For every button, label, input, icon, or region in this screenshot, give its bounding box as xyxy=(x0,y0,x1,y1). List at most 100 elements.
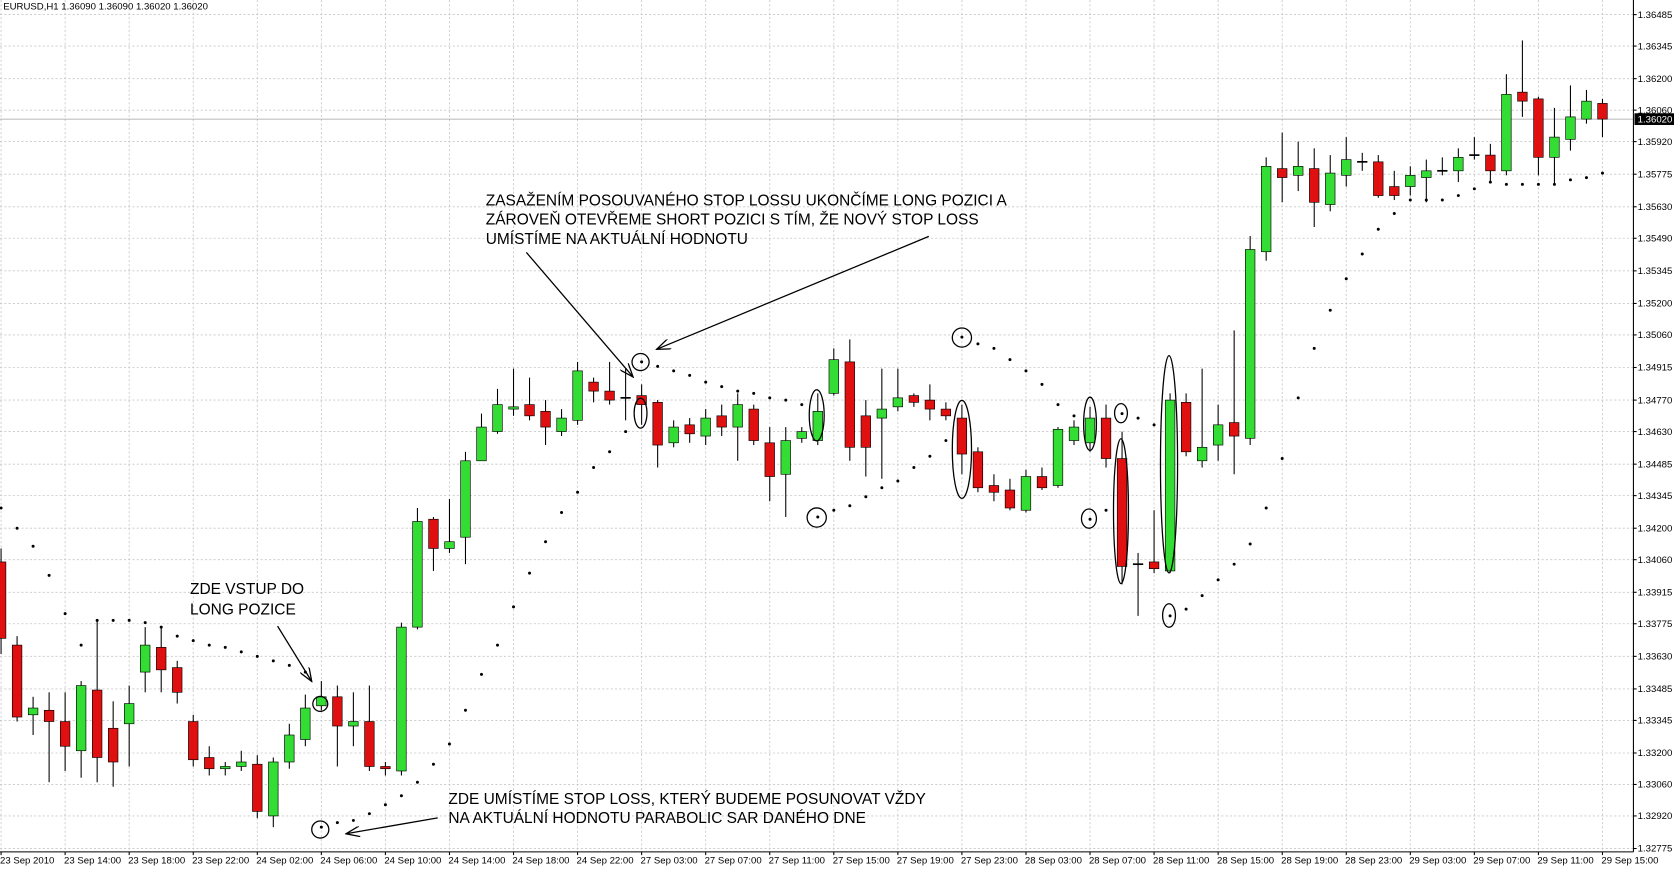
candle-body xyxy=(556,417,567,432)
candle-body xyxy=(764,442,775,477)
candle-body xyxy=(92,689,103,758)
candle-body xyxy=(1148,561,1160,570)
candle-body xyxy=(924,399,936,410)
sar-dot xyxy=(63,612,67,616)
sar-dot xyxy=(479,672,483,676)
candle-body xyxy=(1052,429,1064,486)
x-tick-label: 24 Sep 22:00 xyxy=(577,856,634,867)
sar-dot xyxy=(1200,594,1204,598)
candle-body xyxy=(956,417,968,455)
candle-body xyxy=(1485,154,1496,172)
y-tick-label: 1.34485 xyxy=(1638,459,1673,470)
highlight-circle xyxy=(806,507,827,528)
sar-dot xyxy=(143,621,147,625)
highlight-ellipse xyxy=(1082,396,1098,452)
sar-dot xyxy=(159,625,163,629)
sar-dot xyxy=(1104,508,1108,512)
x-tick-label: 27 Sep 03:00 xyxy=(641,856,698,867)
x-tick-label: 27 Sep 15:00 xyxy=(833,856,890,867)
annotation-text: ZDE UMÍSTÍME STOP LOSS, KTERÝ BUDEME POS… xyxy=(448,791,925,808)
candle-body xyxy=(684,424,695,435)
annotation-text: NA AKTUÁLNÍ HODNOTU PARABOLIC SAR DANÉHO… xyxy=(448,810,866,827)
x-tick-label: 24 Sep 06:00 xyxy=(320,856,377,867)
current-price-label: 1.36020 xyxy=(1638,114,1673,125)
y-tick-label: 1.35920 xyxy=(1638,137,1673,148)
candle-body xyxy=(1020,476,1032,511)
sar-dot xyxy=(1488,180,1492,184)
candle-body xyxy=(332,696,343,727)
sar-dot xyxy=(832,508,836,512)
sar-dot xyxy=(784,398,788,402)
highlight-circle xyxy=(951,327,973,348)
candle-body xyxy=(876,408,887,419)
candle-body xyxy=(1196,446,1208,462)
sar-dot xyxy=(1472,187,1476,191)
sar-dot xyxy=(415,780,419,784)
sar-dot xyxy=(367,812,371,816)
x-tick-label: 27 Sep 23:00 xyxy=(961,856,1018,867)
candle-body xyxy=(380,766,391,770)
sar-dot xyxy=(1568,178,1572,182)
sar-dot xyxy=(1088,517,1092,521)
candle-body xyxy=(620,396,631,399)
candle-body xyxy=(1036,476,1048,489)
sar-dot xyxy=(1520,182,1524,186)
candle-body xyxy=(1164,399,1176,572)
candle-body xyxy=(1357,160,1368,163)
highlight-ellipse xyxy=(633,397,648,429)
highlight-ellipse xyxy=(951,399,973,499)
y-tick-label: 1.34345 xyxy=(1638,491,1673,502)
candle-body xyxy=(1100,417,1112,459)
candle-body xyxy=(1469,154,1480,156)
y-tick-label: 1.35775 xyxy=(1638,169,1673,180)
candle-body xyxy=(300,707,311,740)
sar-dot xyxy=(560,510,564,514)
candle-body xyxy=(220,766,231,770)
candle-body xyxy=(252,763,263,812)
sar-dot xyxy=(816,515,820,519)
candle-body xyxy=(444,541,455,549)
sar-dot xyxy=(175,634,179,638)
candle-body xyxy=(172,667,183,693)
sar-dot xyxy=(1184,607,1188,611)
y-tick-label: 1.35345 xyxy=(1638,266,1673,277)
sar-dot xyxy=(1008,358,1012,362)
annotation-text: ZÁROVEŇ OTEVŘEME SHORT POZICI S TÍM, ŽE … xyxy=(486,212,979,229)
sar-dot xyxy=(1216,578,1220,582)
annotation-text: LONG POZICE xyxy=(190,601,296,618)
sar-dot xyxy=(351,818,355,822)
sar-dot xyxy=(592,466,596,470)
candle-body xyxy=(492,404,503,432)
sar-dot xyxy=(1136,416,1140,420)
highlight-circle xyxy=(631,352,650,372)
sar-dot xyxy=(1360,252,1364,256)
y-tick-label: 1.34915 xyxy=(1638,363,1673,374)
annotation-text: ZASAŽENÍM POSOUVANÉHO STOP LOSSU UKONČÍM… xyxy=(486,193,1008,210)
sar-dot xyxy=(656,364,660,368)
arrow xyxy=(277,625,312,681)
sar-dot xyxy=(1600,171,1604,175)
sar-dot xyxy=(768,396,772,400)
sar-dot xyxy=(255,654,259,658)
sar-dot xyxy=(287,663,291,667)
current-price-box xyxy=(1634,113,1674,125)
candle-body xyxy=(1309,168,1320,203)
candle-body xyxy=(1405,175,1416,187)
x-tick-label: 23 Sep 2010 xyxy=(0,856,54,867)
candle-body xyxy=(476,426,487,462)
x-tick-label: 28 Sep 19:00 xyxy=(1281,856,1338,867)
sar-dot xyxy=(720,385,724,389)
sar-dot xyxy=(1584,176,1588,180)
y-tick-label: 1.34770 xyxy=(1638,395,1673,406)
annotation-text: UMÍSTÍME NA AKTUÁLNÍ HODNOTU xyxy=(486,231,748,248)
sar-dot xyxy=(1440,198,1444,202)
candle-body xyxy=(508,406,519,410)
sar-dot xyxy=(239,650,243,654)
sar-dot xyxy=(15,526,19,530)
axes: 1.36485 1.36345 1.36200 1.36060 1.35920 1.357… xyxy=(0,10,1674,867)
sar-dot xyxy=(1120,412,1124,416)
candle-body xyxy=(1068,426,1080,441)
y-tick-label: 1.33485 xyxy=(1638,684,1673,695)
